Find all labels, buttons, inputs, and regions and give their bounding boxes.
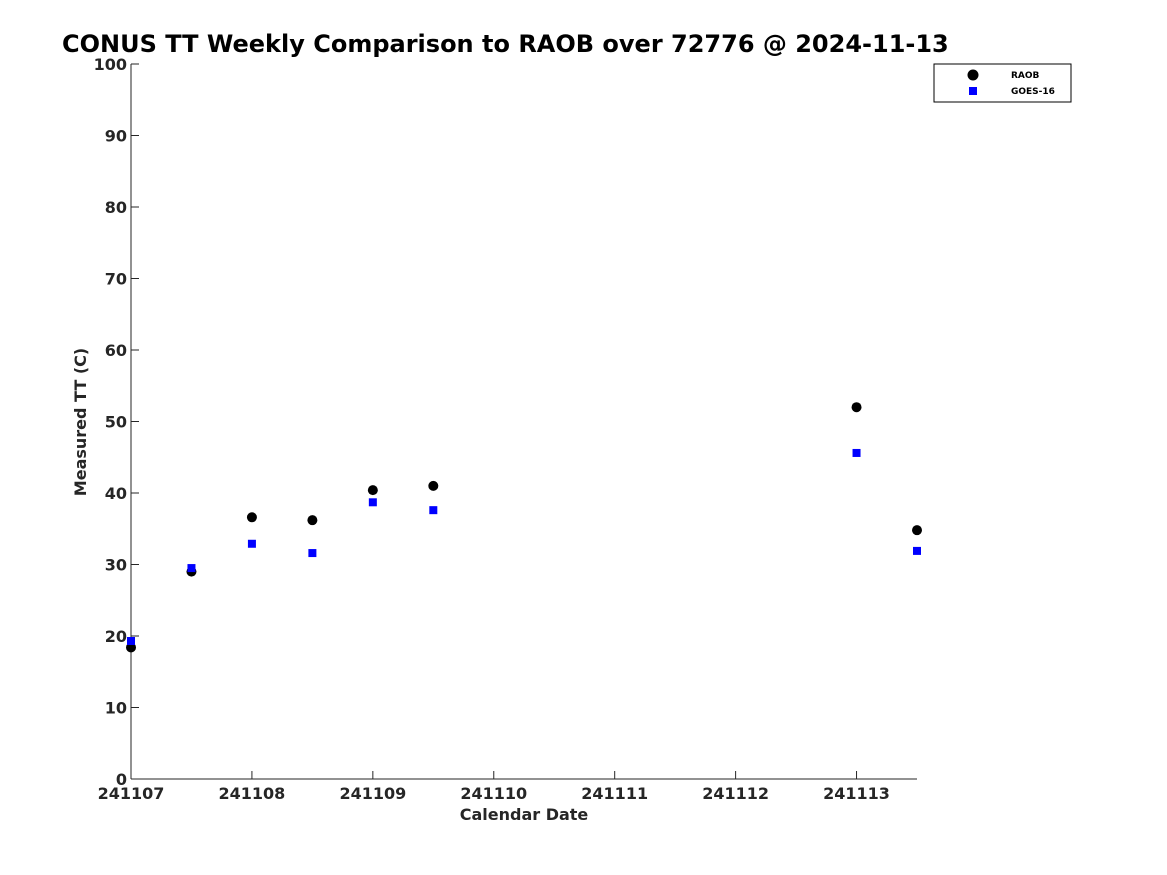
legend-raob-marker — [967, 69, 979, 81]
y-tick-label: 70 — [105, 270, 127, 289]
goes16-point — [429, 506, 438, 515]
raob-point — [367, 485, 378, 496]
goes16-point — [852, 448, 861, 457]
x-tick-label: 241109 — [339, 784, 406, 803]
y-axis-label: Measured TT (C) — [71, 348, 90, 496]
x-axis-ticks: 241107 241108 241109 241110 241111 241112 2411… — [98, 771, 890, 803]
y-axis-ticks: 0 10 20 30 40 50 60 70 80 90 100 — [94, 55, 139, 789]
y-tick-label: 0 — [116, 770, 127, 789]
x-tick-label: 241113 — [823, 784, 890, 803]
x-tick-label: 241107 — [98, 784, 165, 803]
goes16-point — [187, 564, 196, 573]
y-tick-label: 10 — [105, 699, 127, 718]
raob-point — [246, 512, 257, 523]
plot-axes — [130, 64, 917, 780]
y-tick-label: 30 — [105, 556, 127, 575]
y-tick-label: 40 — [105, 484, 127, 503]
y-tick-label: 80 — [105, 198, 127, 217]
y-tick-label: 60 — [105, 341, 127, 360]
raob-point — [428, 480, 439, 491]
y-tick-label: 20 — [105, 627, 127, 646]
legend-goes16-label: GOES-16 — [1011, 87, 1055, 97]
goes16-point — [308, 549, 317, 558]
x-tick-label: 241108 — [219, 784, 286, 803]
x-axis-label: Calendar Date — [460, 805, 589, 824]
goes16-point — [127, 637, 135, 646]
raob-point — [912, 525, 922, 536]
raob-point — [307, 515, 318, 526]
raob-point — [851, 402, 862, 413]
y-tick-label: 50 — [105, 413, 127, 432]
x-tick-label: 241112 — [702, 784, 769, 803]
x-tick-label: 241110 — [460, 784, 527, 803]
x-tick-label: 241111 — [581, 784, 648, 803]
goes16-point — [247, 539, 256, 548]
chart-title: CONUS TT Weekly Comparison to RAOB over … — [62, 30, 949, 58]
legend: RAOB GOES-16 — [933, 63, 1072, 103]
legend-box — [933, 63, 1072, 103]
data-points — [126, 402, 922, 653]
legend-raob-label: RAOB — [1011, 71, 1040, 81]
y-tick-label: 90 — [105, 127, 127, 146]
legend-goes16-marker — [969, 87, 977, 95]
goes16-point — [368, 498, 377, 507]
goes16-point — [913, 546, 921, 555]
y-tick-label: 100 — [94, 55, 127, 74]
